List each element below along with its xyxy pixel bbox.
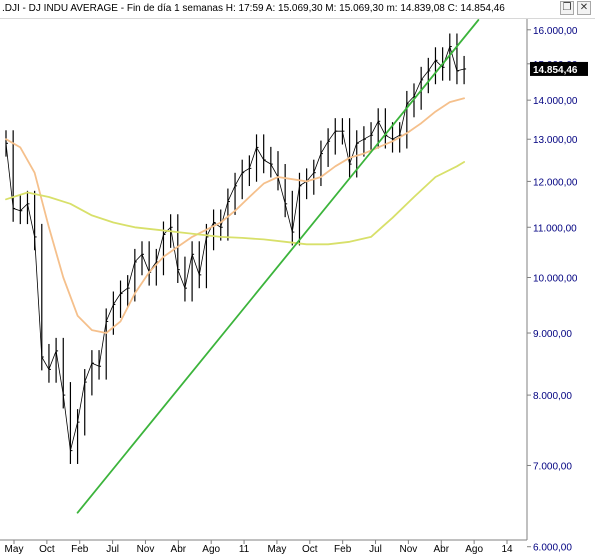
y-tick-label: 14.000,00: [533, 96, 578, 107]
chart-header: .DJI - DJ INDU AVERAGE - Fin de día 1 se…: [0, 0, 595, 19]
x-tick-label: Ago: [202, 544, 220, 554]
y-tick-label: 8.000,00: [533, 391, 572, 402]
last-value-marker: 14.854,46: [530, 61, 588, 76]
x-tick-label: Feb: [334, 544, 352, 554]
last-value-label: 14.854,46: [533, 65, 578, 76]
x-tick-label: May: [5, 544, 24, 554]
close-window-button[interactable]: ✕: [577, 1, 591, 15]
x-tick-label: Jul: [106, 544, 119, 554]
y-axis: 6.000,00 7.000,00 8.000,00 9.000,00 10.000,0…: [527, 26, 578, 554]
last-value-box: [530, 61, 588, 76]
x-tick-label: May: [267, 544, 286, 554]
x-tick-label: 14: [501, 544, 513, 554]
x-tick-label: Abr: [171, 544, 187, 554]
x-tick-label: Oct: [39, 544, 55, 554]
x-tick-label: Ago: [465, 544, 483, 554]
x-tick-label: Feb: [71, 544, 89, 554]
chart-title: .DJI - DJ INDU AVERAGE - Fin de día 1 se…: [2, 3, 505, 14]
y-tick-label: 13.000,00: [533, 135, 578, 146]
x-tick-label: Jul: [369, 544, 382, 554]
y-tick-label: 11.000,00: [533, 223, 577, 234]
x-tick-label: Nov: [400, 544, 418, 554]
y-tick-label: 16.000,00: [533, 26, 578, 37]
y-tick-label: 10.000,00: [533, 273, 578, 284]
x-tick-label: Abr: [433, 544, 449, 554]
restore-window-button[interactable]: ❐: [560, 1, 574, 15]
y-tick-label: 9.000,00: [533, 329, 572, 340]
y-tick-label: 6.000,00: [533, 543, 572, 554]
close-icon: ✕: [579, 2, 589, 13]
x-tick-label: 11: [239, 544, 250, 554]
y-tick-label: 7.000,00: [533, 461, 572, 472]
plot-area: [0, 19, 527, 540]
moving-average-line: [5, 97, 465, 334]
x-tick-label: Oct: [302, 544, 318, 554]
series-layer: [5, 19, 480, 514]
trendline: [76, 19, 480, 514]
price-line: [5, 45, 465, 451]
x-tick-label: Nov: [137, 544, 155, 554]
y-tick-label: 12.000,00: [533, 177, 578, 188]
restore-window-icon: ❐: [562, 2, 572, 13]
moving-average-line: [5, 161, 465, 246]
x-axis: May Oct Feb Jul Nov Abr Ago 11 May Oct Feb Jul Nov Ab…: [5, 540, 513, 554]
